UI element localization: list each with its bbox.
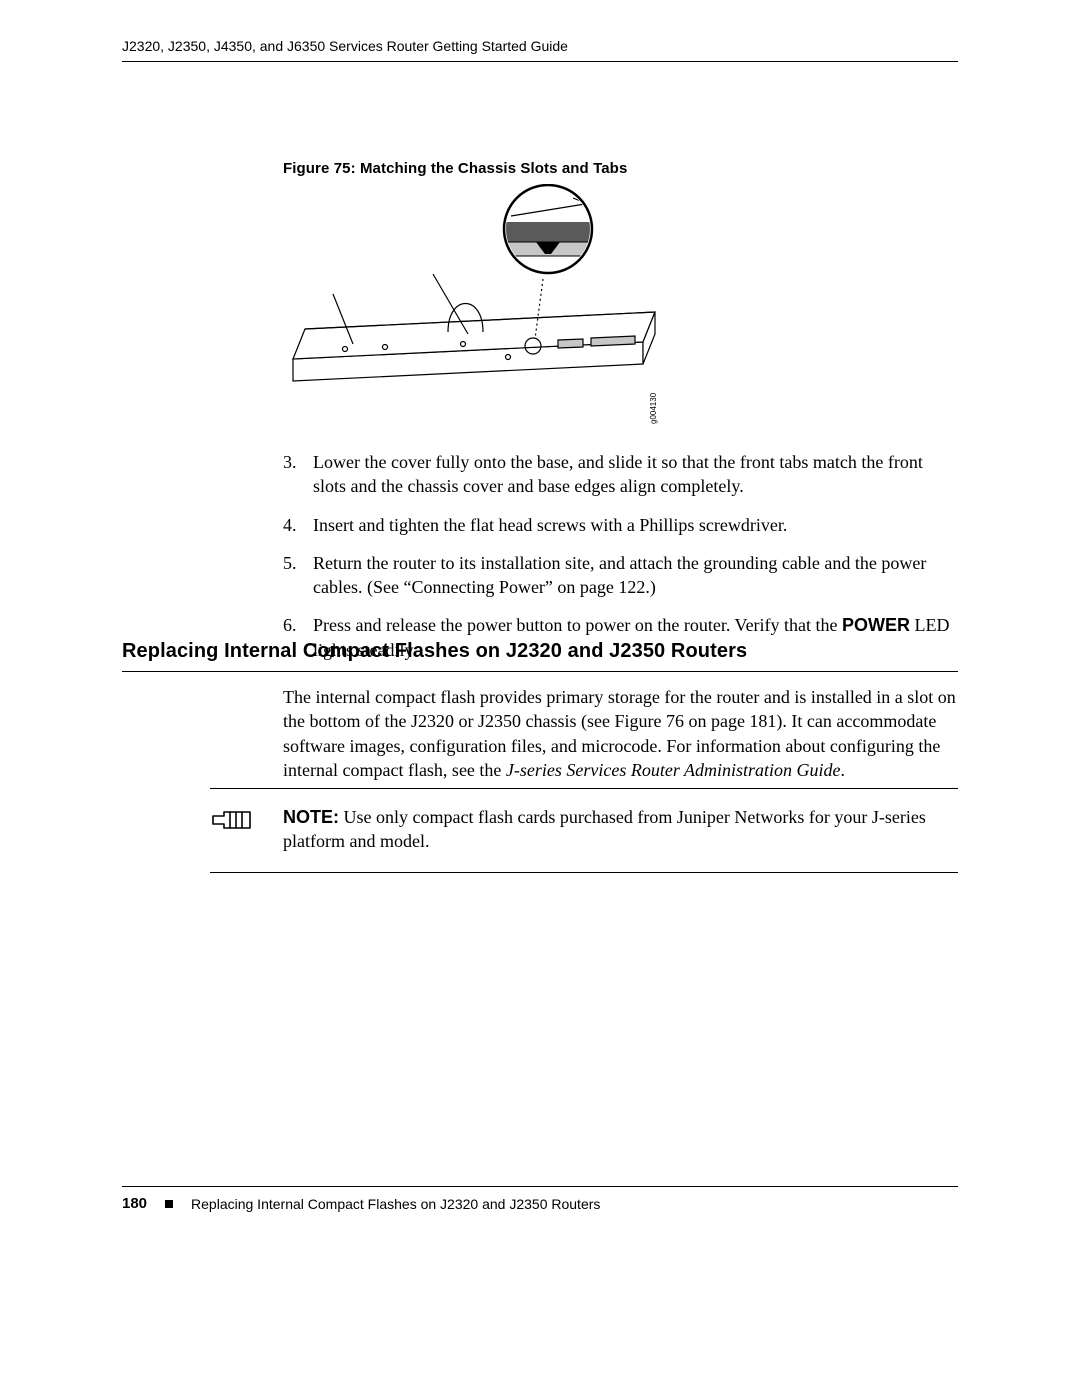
figure-75-image: g004130 <box>283 184 663 434</box>
page: J2320, J2350, J4350, and J6350 Services … <box>0 0 1080 1397</box>
step-number: 4. <box>283 513 313 537</box>
footer-rule <box>122 1186 958 1187</box>
section-heading: Replacing Internal Compact Flashes on J2… <box>122 640 958 672</box>
note-label: NOTE: <box>283 807 339 827</box>
header-rule <box>122 61 958 62</box>
footer-square-icon <box>165 1200 173 1208</box>
step-3: 3. Lower the cover fully onto the base, … <box>283 450 958 499</box>
figure-image-id: g004130 <box>649 392 658 424</box>
note-block: NOTE: Use only compact flash cards purch… <box>210 788 958 873</box>
note-rule-bottom <box>210 872 958 873</box>
section-paragraph: The internal compact flash provides prim… <box>283 685 958 782</box>
figure-caption: Figure 75: Matching the Chassis Slots an… <box>283 160 627 177</box>
step-text: Return the router to its installation si… <box>313 551 958 600</box>
page-footer: 180 Replacing Internal Compact Flashes o… <box>122 1186 958 1212</box>
step-5: 5. Return the router to its installation… <box>283 551 958 600</box>
note-text: NOTE: Use only compact flash cards purch… <box>283 805 958 854</box>
step-text: Insert and tighten the flat head screws … <box>313 513 958 537</box>
note-hand-icon <box>210 805 283 854</box>
page-number: 180 <box>122 1195 147 1212</box>
footer-section-title: Replacing Internal Compact Flashes on J2… <box>191 1196 600 1212</box>
note-rule-top <box>210 788 958 789</box>
doc-title-italic: J-series Services Router Administration … <box>506 760 841 780</box>
step-number: 5. <box>283 551 313 600</box>
running-header: J2320, J2350, J4350, and J6350 Services … <box>122 38 568 54</box>
power-label: POWER <box>842 615 910 635</box>
step-4: 4. Insert and tighten the flat head scre… <box>283 513 958 537</box>
step-text: Lower the cover fully onto the base, and… <box>313 450 958 499</box>
step-number: 3. <box>283 450 313 499</box>
